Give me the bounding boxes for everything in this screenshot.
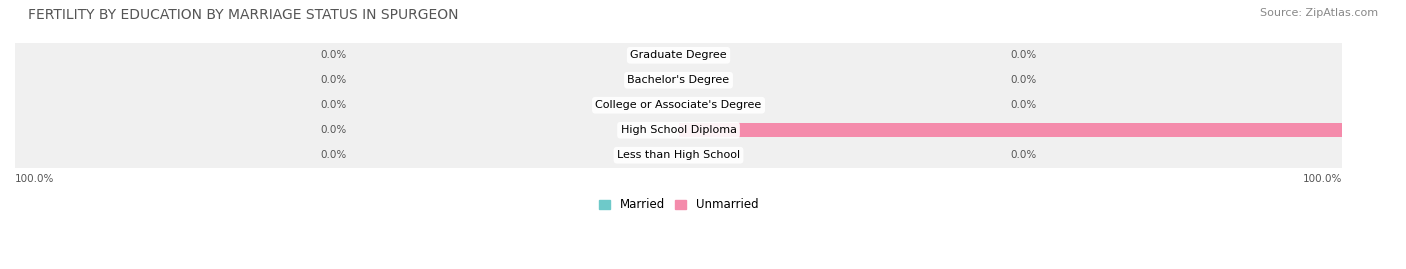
Text: 100.0%: 100.0% <box>1303 174 1343 184</box>
Text: Graduate Degree: Graduate Degree <box>630 50 727 60</box>
Text: 0.0%: 0.0% <box>321 75 347 85</box>
Text: 0.0%: 0.0% <box>321 150 347 160</box>
Text: 0.0%: 0.0% <box>1011 50 1036 60</box>
Text: High School Diploma: High School Diploma <box>620 125 737 135</box>
Text: College or Associate's Degree: College or Associate's Degree <box>595 100 762 110</box>
Text: 0.0%: 0.0% <box>321 50 347 60</box>
Text: 0.0%: 0.0% <box>1011 75 1036 85</box>
Text: 0.0%: 0.0% <box>1011 100 1036 110</box>
Bar <box>15 68 1343 93</box>
Text: FERTILITY BY EDUCATION BY MARRIAGE STATUS IN SPURGEON: FERTILITY BY EDUCATION BY MARRIAGE STATU… <box>28 8 458 22</box>
Bar <box>679 123 1343 137</box>
Legend: Married, Unmarried: Married, Unmarried <box>593 194 763 216</box>
Bar <box>15 93 1343 118</box>
Bar <box>15 118 1343 143</box>
Text: Source: ZipAtlas.com: Source: ZipAtlas.com <box>1260 8 1378 18</box>
Text: Less than High School: Less than High School <box>617 150 740 160</box>
Text: Bachelor's Degree: Bachelor's Degree <box>627 75 730 85</box>
Bar <box>15 143 1343 168</box>
Text: 100.0%: 100.0% <box>15 174 55 184</box>
Text: 0.0%: 0.0% <box>321 100 347 110</box>
Text: 0.0%: 0.0% <box>321 125 347 135</box>
Text: 100.0%: 100.0% <box>1348 125 1392 135</box>
Text: 0.0%: 0.0% <box>1011 150 1036 160</box>
Bar <box>15 43 1343 68</box>
